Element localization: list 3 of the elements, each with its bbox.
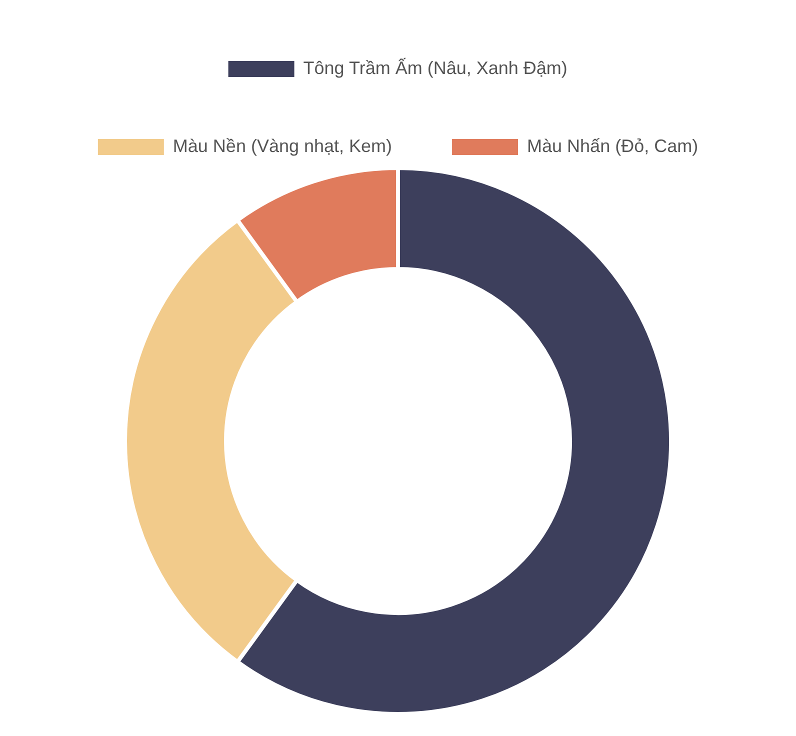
- legend-label: Tông Trầm Ấm (Nâu, Xanh Đậm): [303, 56, 568, 78]
- legend-label: Màu Nền (Vàng nhạt, Kem): [172, 136, 392, 156]
- legend-label: Màu Nhấn (Đỏ, Cam): [527, 136, 698, 156]
